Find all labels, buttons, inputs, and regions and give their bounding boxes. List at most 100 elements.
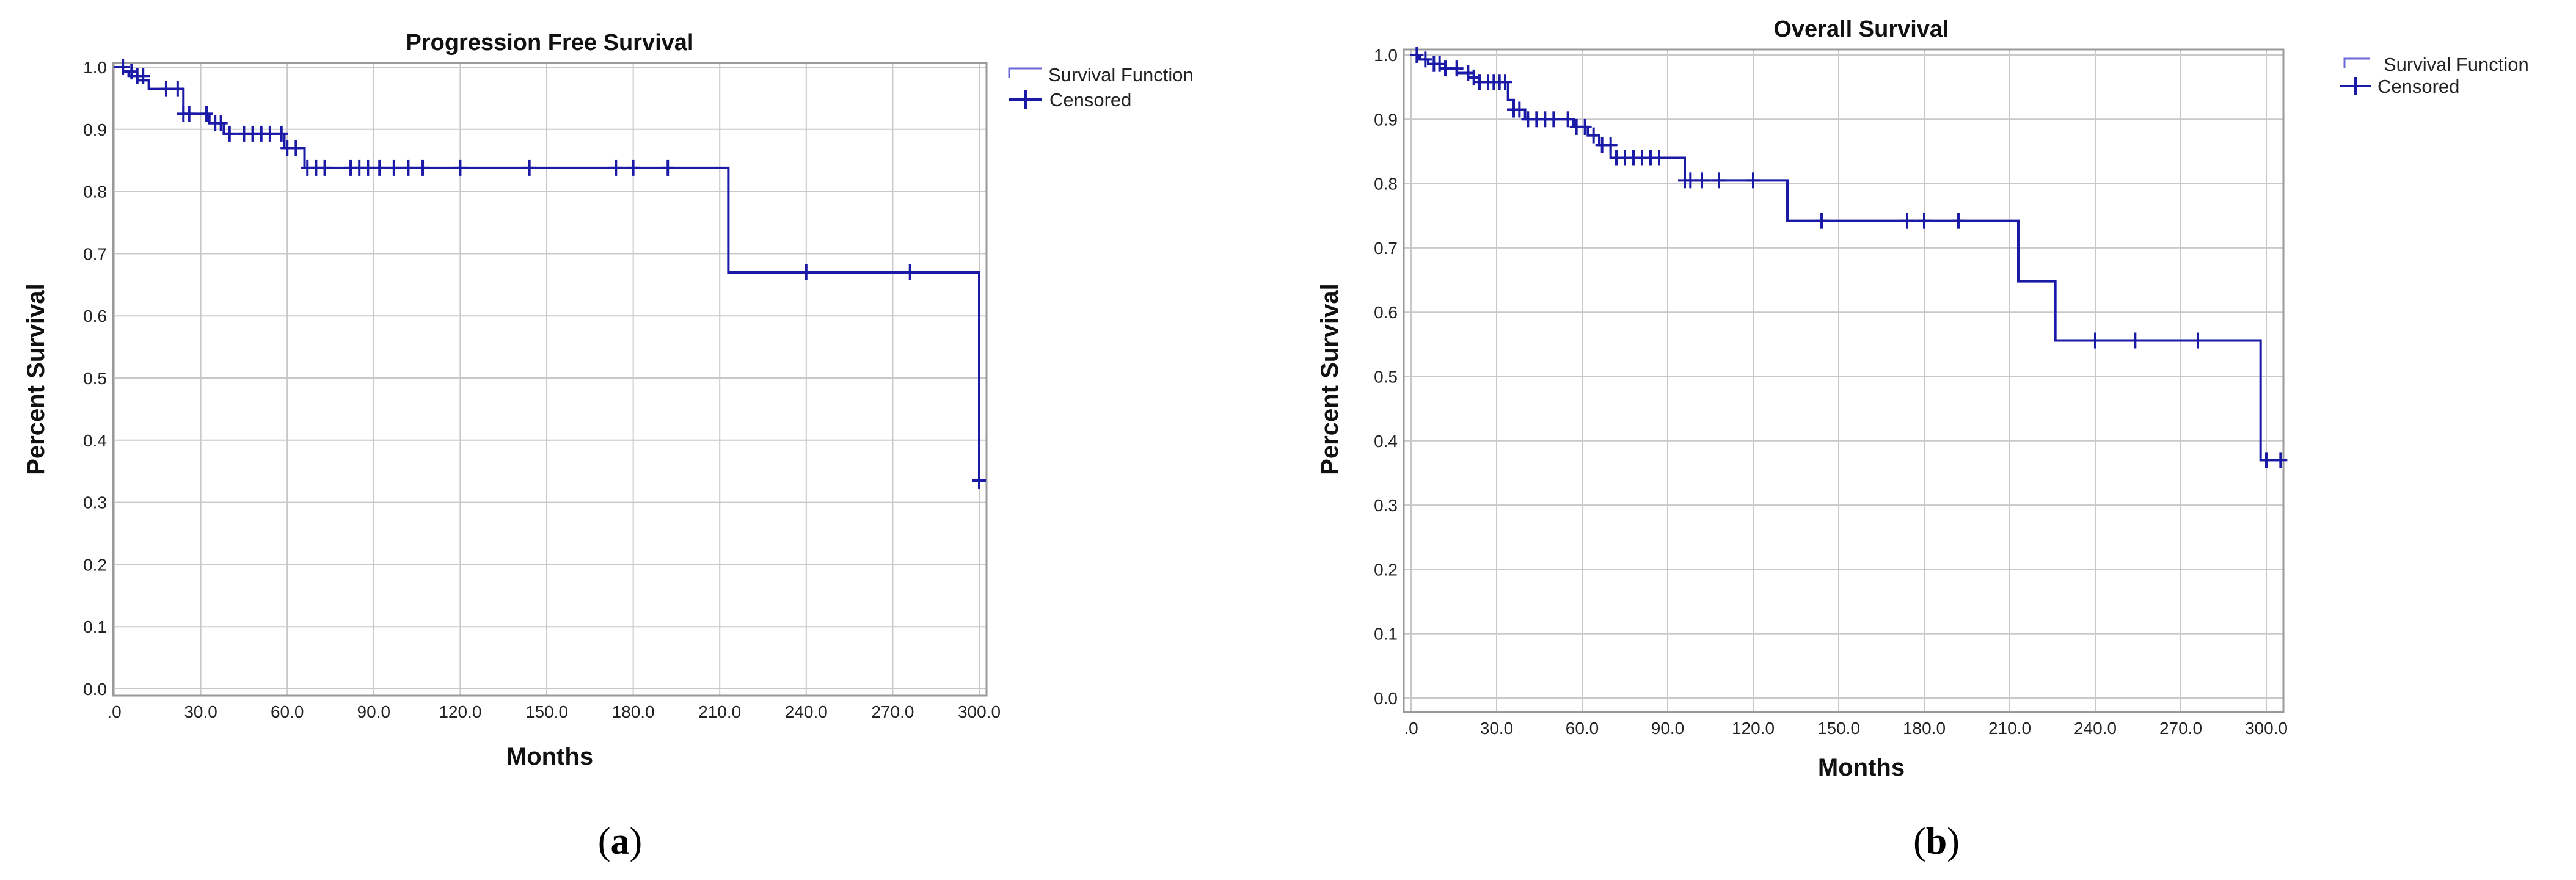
panel-b-y-tick-label: 0.3	[1374, 496, 1398, 515]
panel-a-x-tick-label: 240.0	[785, 702, 828, 721]
panel-b-y-tick-label: 0.5	[1374, 368, 1398, 387]
panel-a-censored-marker	[972, 472, 986, 489]
panel-b-legend-censored-swatch	[2340, 77, 2371, 95]
panel-b-survival-function-line	[1411, 54, 2281, 462]
panel-b-x-tick-label: 300.0	[2245, 719, 2288, 738]
panel-b-y-tick-label: 1.0	[1374, 46, 1398, 65]
panel-a-censored-marker	[416, 159, 430, 176]
panel-b-censored-marker	[1410, 47, 1424, 63]
panel-b-y-tick-label: 0.6	[1374, 303, 1398, 322]
panel-a-y-tick-label: 0.0	[83, 680, 107, 699]
panel-a-censored-marker	[136, 68, 150, 84]
panel-a-censored-marker	[159, 81, 173, 97]
panel-b-y-tick-label: 0.2	[1374, 560, 1398, 579]
panel-a-censored-marker	[387, 159, 401, 176]
panel-a-censored-marker	[373, 159, 387, 176]
panel-a-censored-marker	[903, 264, 917, 280]
panel-b-gridlines	[1404, 49, 2283, 712]
panel-b-x-tick-label: 210.0	[1988, 719, 2031, 738]
panel-b-censored-marker	[1746, 172, 1760, 189]
panel-a-x-tick-label: 210.0	[698, 702, 741, 721]
panel-a-x-tick-label: 30.0	[184, 702, 217, 721]
panel-b-censored-marker	[2128, 332, 2142, 349]
panel-a-y-tick-label: 0.1	[83, 617, 107, 636]
panel-a-censored-marker	[170, 81, 184, 97]
panel-a-chart: Progression Free Survival .0 30.0 60.0 90.0…	[23, 30, 1194, 862]
panel-b-x-tick-label: 150.0	[1817, 719, 1860, 738]
panel-a-y-tick-label: 0.3	[83, 493, 107, 512]
panel-b-x-tick-label: 240.0	[2074, 719, 2117, 738]
panel-b-censored-marker	[2089, 332, 2102, 349]
panel-b-censored-marker	[1547, 111, 1561, 128]
panel-a-x-tick-label: 300.0	[958, 702, 1001, 721]
panel-b-x-tick-label: 180.0	[1903, 719, 1946, 738]
panel-a-x-tick-label: .0	[107, 702, 121, 721]
panel-b-censored-marker	[1586, 127, 1600, 144]
panel-b-censored-marker	[1712, 172, 1726, 189]
panel-a-censored-marker	[222, 125, 236, 142]
panel-b-legend-censored-label: Censored	[2377, 76, 2459, 97]
panel-b-y-tick-label: 0.0	[1374, 689, 1398, 708]
panel-a-censored-marker	[661, 159, 675, 176]
panel-a-censored-marker	[274, 125, 288, 142]
panel-b-censored-marker	[1439, 60, 1452, 77]
panel-a-censored-marker	[453, 159, 467, 176]
panel-a-censored-marker	[609, 159, 623, 176]
panel-a-x-tick-label: 120.0	[439, 702, 481, 721]
panel-a-x-tick-labels: .0 30.0 60.0 90.0 120.0 150.0 180.0 210.0 240.0 2…	[107, 702, 1001, 721]
panel-b-y-tick-label: 0.1	[1374, 625, 1398, 644]
panel-b-label: (b)	[1913, 821, 1960, 862]
panel-a-y-axis-title: Percent Survival	[23, 283, 49, 475]
panel-a-title: Progression Free Survival	[406, 30, 694, 56]
panel-a-legend-survival-function-swatch	[1008, 67, 1042, 78]
panel-b-censored-marker	[1900, 213, 1914, 229]
panel-a-gridlines	[113, 63, 987, 696]
panel-a-censored-marker	[289, 140, 303, 156]
panel-a-legend-survival-function-label: Survival Function	[1048, 64, 1194, 85]
panel-a-x-tick-label: 150.0	[525, 702, 568, 721]
panel-a-censored-marker	[626, 159, 640, 176]
panel-a-y-tick-label: 0.7	[83, 244, 107, 263]
panel-a-y-tick-labels: 0.0 0.1 0.2 0.3 0.4 0.5 0.6 0.7 0.8 0.9 1.0	[83, 58, 107, 699]
panel-a-censored-marker	[263, 125, 277, 142]
panel-a-legend: Survival Function Censored	[1008, 64, 1194, 111]
panel-a-censored-marker	[116, 59, 130, 75]
panel-b-censored-marker	[1450, 60, 1464, 77]
panel-b-legend-survival-function-swatch	[2343, 57, 2370, 68]
panel-b-x-tick-label: 90.0	[1651, 719, 1685, 738]
panel-a-censored-marker	[214, 115, 228, 131]
panel-a-censored-marker	[799, 264, 813, 280]
panel-b-x-tick-labels: .0 30.0 60.0 90.0 120.0 150.0 180.0 210.0 240.0 2…	[1404, 719, 2288, 738]
panel-a-x-tick-label: 270.0	[871, 702, 914, 721]
panel-b-censored-marker	[1604, 137, 1618, 153]
panel-b-censored-marker	[1561, 111, 1575, 128]
panel-b-y-tick-label: 0.9	[1374, 110, 1398, 129]
panel-b-censored-marker	[1815, 213, 1828, 229]
panel-a-x-tick-label: 90.0	[357, 702, 391, 721]
panel-b-y-tick-label: 0.4	[1374, 432, 1398, 451]
panel-b-chart: Overall Survival .0 30.0 60.0 90.0 120.0 150.…	[1316, 16, 2529, 862]
panel-b-x-tick-label: 120.0	[1732, 719, 1775, 738]
panel-b-plot-frame	[1403, 48, 2285, 713]
panel-a-y-tick-label: 0.2	[83, 555, 107, 574]
panel-a-y-tick-label: 1.0	[83, 58, 107, 77]
panel-a-y-tick-label: 0.5	[83, 369, 107, 388]
panel-b-censored-marker	[1418, 51, 1432, 68]
panel-b-x-tick-label: .0	[1404, 719, 1418, 738]
panel-a-y-tick-label: 0.9	[83, 120, 107, 139]
panel-b-censored-marker	[1578, 118, 1592, 135]
panel-b-censored-marker	[2191, 332, 2205, 349]
panel-b-censored-marker	[1652, 150, 1666, 166]
panel-b-legend: Survival Function Censored	[2340, 54, 2529, 97]
panel-b-y-tick-label: 0.8	[1374, 175, 1398, 194]
panel-a-legend-censored-swatch	[1009, 90, 1042, 109]
panel-b-censored-marker	[2274, 452, 2288, 468]
panel-a-x-axis-title: Months	[506, 743, 593, 770]
panel-a-x-tick-label: 60.0	[271, 702, 304, 721]
panel-a-y-tick-label: 0.4	[83, 431, 107, 450]
panel-a-censored-marker	[318, 159, 332, 176]
panel-b-x-tick-label: 270.0	[2159, 719, 2202, 738]
panel-b-censored-marker	[1917, 213, 1931, 229]
panel-a-censored-marker	[200, 106, 214, 122]
